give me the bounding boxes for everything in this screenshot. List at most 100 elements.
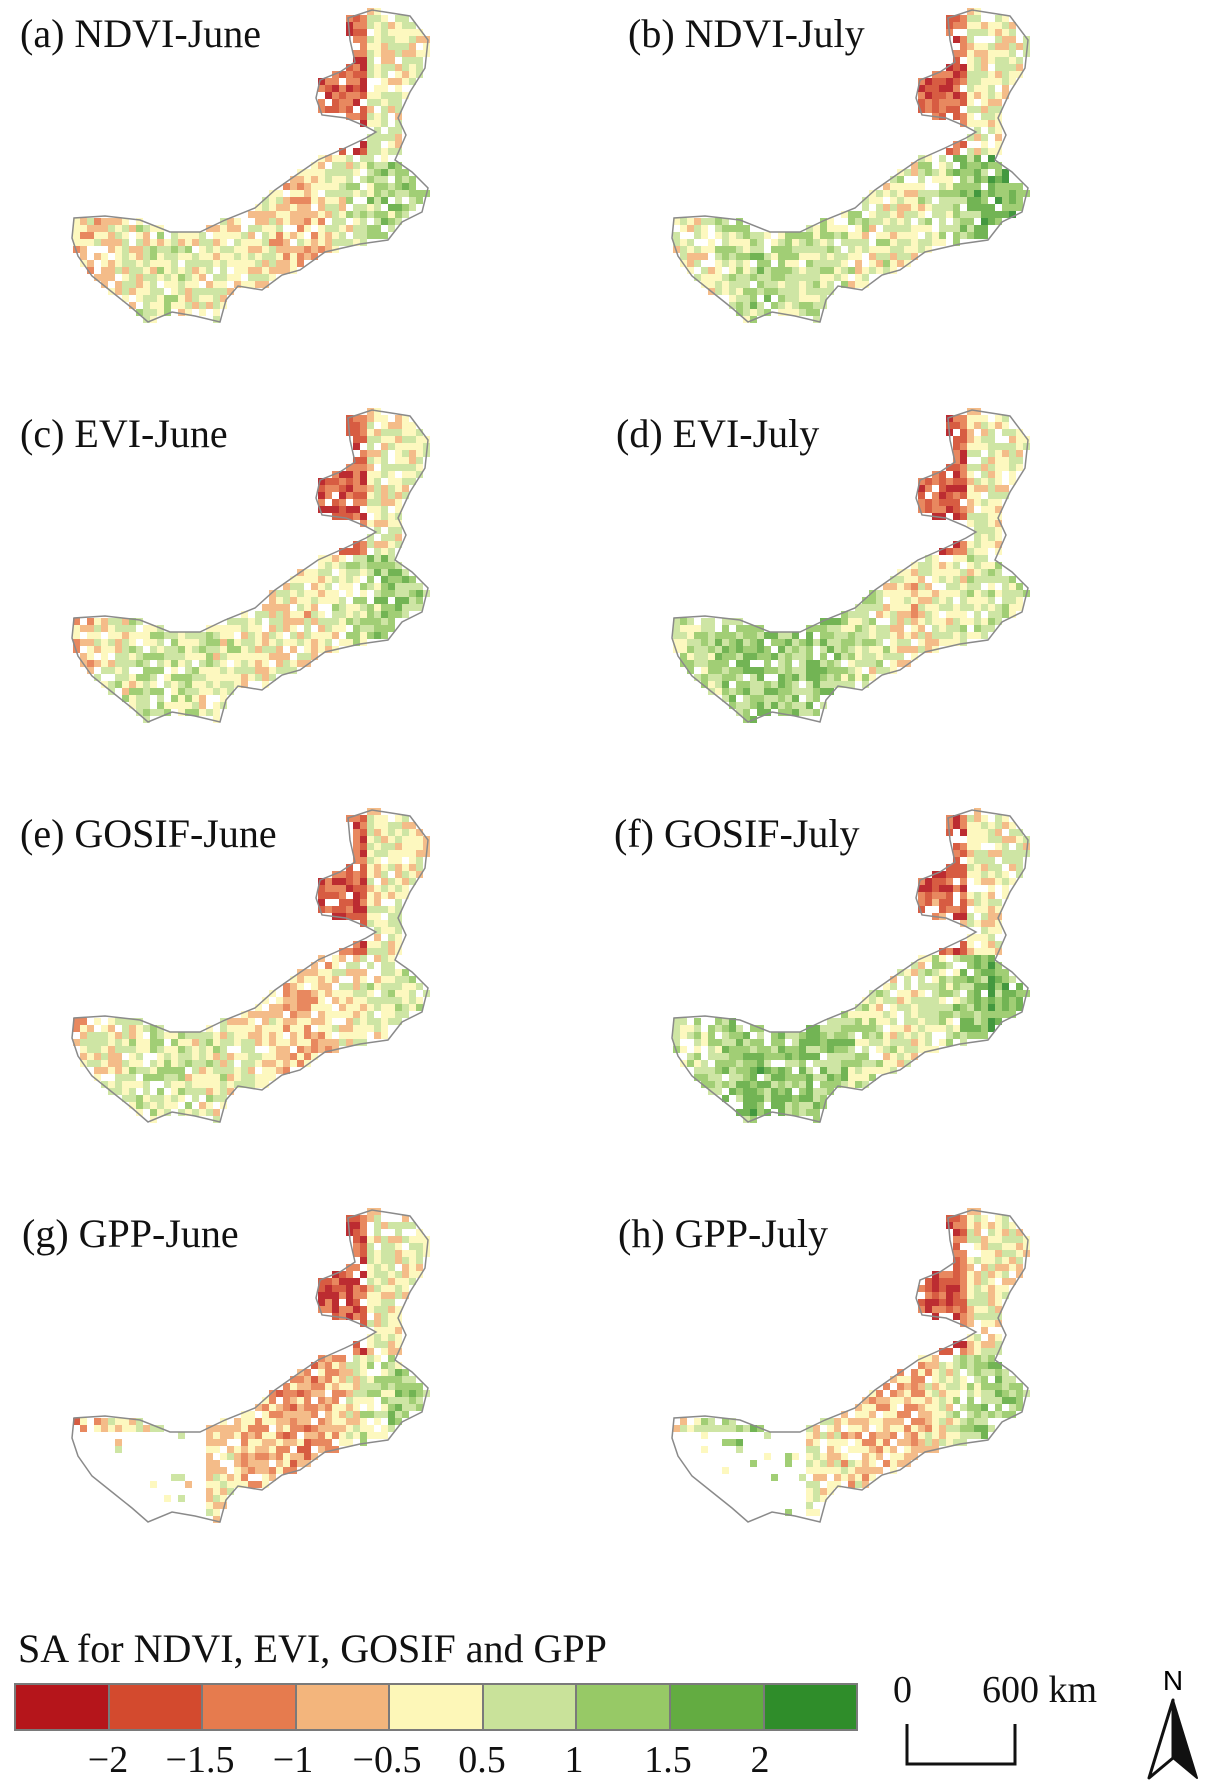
raster-cell	[953, 415, 960, 422]
raster-cell	[974, 1229, 981, 1236]
raster-cell	[185, 632, 192, 639]
raster-cell	[897, 211, 904, 218]
raster-cell	[164, 1067, 171, 1074]
raster-cell	[736, 688, 743, 695]
raster-cell	[311, 576, 318, 583]
raster-cell	[185, 239, 192, 246]
raster-cell	[318, 218, 325, 225]
raster-cell	[199, 1053, 206, 1060]
raster-cell	[353, 576, 360, 583]
raster-cell	[353, 36, 360, 43]
raster-cell	[304, 632, 311, 639]
raster-cell	[967, 176, 974, 183]
raster-cell	[967, 955, 974, 962]
raster-cell	[367, 583, 374, 590]
raster-cell	[388, 1257, 395, 1264]
raster-cell	[332, 106, 339, 113]
raster-cell	[129, 225, 136, 232]
raster-cell	[388, 211, 395, 218]
raster-cell	[381, 1397, 388, 1404]
raster-cell	[395, 969, 402, 976]
raster-cell	[757, 267, 764, 274]
raster-cell	[199, 660, 206, 667]
raster-cell	[771, 688, 778, 695]
raster-cell	[129, 681, 136, 688]
raster-cell	[297, 1439, 304, 1446]
raster-cell	[736, 1081, 743, 1088]
raster-cell	[883, 667, 890, 674]
raster-cell	[339, 106, 346, 113]
raster-cell	[157, 1067, 164, 1074]
raster-cell	[353, 204, 360, 211]
raster-cell	[283, 1039, 290, 1046]
raster-cell	[729, 295, 736, 302]
raster-cell	[206, 246, 213, 253]
raster-cell	[129, 646, 136, 653]
raster-cell	[318, 1418, 325, 1425]
region-boundary	[71, 9, 429, 323]
raster-cell	[1016, 843, 1023, 850]
raster-cell	[960, 155, 967, 162]
raster-cell	[150, 260, 157, 267]
raster-cell	[311, 1053, 318, 1060]
raster-cell	[136, 218, 143, 225]
raster-cell	[227, 1432, 234, 1439]
raster-cell	[974, 422, 981, 429]
raster-cell	[367, 225, 374, 232]
raster-cell	[276, 1067, 283, 1074]
raster-cell	[381, 843, 388, 850]
raster-cell	[87, 1046, 94, 1053]
raster-cell	[953, 885, 960, 892]
raster-cell	[402, 1376, 409, 1383]
raster-cell	[862, 646, 869, 653]
raster-cell	[206, 1446, 213, 1453]
raster-cell	[325, 1362, 332, 1369]
raster-cell	[729, 1074, 736, 1081]
raster-cell	[374, 499, 381, 506]
raster-cell	[813, 639, 820, 646]
raster-cell	[199, 709, 206, 716]
raster-cell	[318, 1004, 325, 1011]
raster-cell	[395, 176, 402, 183]
raster-cell	[715, 225, 722, 232]
raster-cell	[367, 1025, 374, 1032]
raster-cell	[757, 1109, 764, 1116]
raster-cell	[1009, 457, 1016, 464]
raster-cell	[381, 836, 388, 843]
raster-cell	[939, 1292, 946, 1299]
raster-cell	[883, 225, 890, 232]
raster-cell	[792, 1095, 799, 1102]
raster-cell	[346, 1299, 353, 1306]
raster-cell	[234, 1446, 241, 1453]
raster-cell	[869, 1004, 876, 1011]
raster-cell	[276, 1460, 283, 1467]
raster-cell	[220, 253, 227, 260]
raster-cell	[960, 415, 967, 422]
raster-cell	[402, 457, 409, 464]
raster-cell	[953, 822, 960, 829]
raster-cell	[834, 1046, 841, 1053]
raster-cell	[974, 548, 981, 555]
raster-cell	[367, 464, 374, 471]
raster-cell	[918, 983, 925, 990]
raster-cell	[932, 211, 939, 218]
raster-cell	[953, 106, 960, 113]
raster-cell	[946, 197, 953, 204]
raster-cell	[213, 1053, 220, 1060]
raster-cell	[199, 302, 206, 309]
raster-cell	[297, 239, 304, 246]
raster-cell	[388, 1376, 395, 1383]
raster-cell	[143, 309, 150, 316]
raster-cell	[904, 197, 911, 204]
raster-cell	[381, 955, 388, 962]
raster-cell	[988, 99, 995, 106]
raster-cell	[304, 576, 311, 583]
raster-cell	[981, 169, 988, 176]
raster-cell	[981, 1299, 988, 1306]
raster-cell	[346, 1425, 353, 1432]
raster-cell	[150, 267, 157, 274]
raster-cell	[136, 618, 143, 625]
raster-cell	[388, 148, 395, 155]
raster-cell	[220, 1425, 227, 1432]
raster-cell	[360, 429, 367, 436]
